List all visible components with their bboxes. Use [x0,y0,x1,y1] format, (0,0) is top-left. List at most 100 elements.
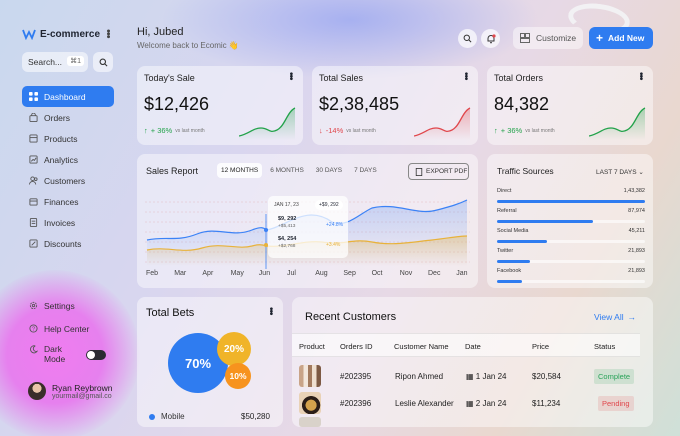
svg-text:?: ? [32,327,35,333]
sidebar-item-customers[interactable]: Customers [22,170,114,191]
traffic-bar-track [497,280,645,283]
search-button[interactable] [93,52,113,72]
stat-change-value: + 36% [150,126,173,135]
traffic-source-name: Social Media [497,228,529,234]
sparkline-chart [589,107,646,140]
file-icon [415,167,423,176]
sidebar-item-products[interactable]: Products [22,128,114,149]
customize-button[interactable]: Customize [513,27,583,49]
x-axis-label: Jan [456,270,468,277]
tab-30-days[interactable]: 30 DAYS [315,167,343,174]
view-all-label: View All [594,312,624,322]
more-icon[interactable]: ••• [285,72,296,80]
export-label: EXPORT PDF [426,168,468,175]
sales-report-card: Sales Report 12 MONTHS 6 MONTHS 30 DAYS … [137,154,478,288]
greeting: Hi, Jubed [137,26,184,38]
tab-7-days[interactable]: 7 DAYS [354,167,377,174]
sidebar-nav: Dashboard Orders Products Analytics Cust… [22,86,114,254]
bell-icon [487,33,496,43]
sidebar-item-label: Settings [44,300,75,311]
dark-mode-text-1: Dark [44,344,62,354]
user-email: yourmail@gmail.co [52,392,112,400]
order-id: #202395 [340,372,372,381]
tab-6-months[interactable]: 6 MONTHS [270,167,304,174]
tab-12-months[interactable]: 12 MONTHS [217,163,263,178]
dark-mode-label: Dark Mode [29,344,65,364]
view-all-link[interactable]: View All → [594,312,636,322]
add-new-button[interactable]: + Add New [589,27,653,49]
col-order-id: Orders ID [340,342,373,351]
search-button-header[interactable] [458,29,477,48]
col-date: Date [465,342,481,351]
traffic-source-name: Referral [497,208,517,214]
sidebar-item-label: Products [44,133,78,144]
sidebar-item-dashboard[interactable]: Dashboard [22,86,114,107]
traffic-bar [497,260,530,263]
col-price: Price [532,342,550,351]
arrow-up-icon: ↑ [144,126,148,135]
traffic-source-value: 21,893 [628,248,645,254]
traffic-bar [497,280,523,283]
tooltip-date: JAN 17, 23 [274,202,299,208]
range-label: LAST 7 DAYS [596,169,637,176]
col-product: Product [299,342,325,351]
search-shortcut: ⌘1 [67,56,84,66]
table-row[interactable]: #202395 Ripon Ahmed ▦ 1 Jan 24 $20,584 C… [292,363,640,390]
plus-icon: + [596,31,604,45]
more-icon[interactable]: ••• [102,29,114,38]
user-profile[interactable]: Ryan Reybrown yourmail@gmail.co [28,382,112,400]
users-icon [29,176,38,185]
export-pdf-button[interactable]: EXPORT PDF [408,163,469,180]
x-axis-label: Jul [287,270,296,277]
traffic-bar [497,220,594,223]
bets-title: Total Bets [146,307,195,319]
tooltip-pct-1: +24.8% [326,222,344,228]
more-icon[interactable]: ••• [460,72,471,80]
tooltip-sub-1: +$5,413 [278,224,296,229]
status-badge: Complete [594,369,635,384]
more-icon[interactable]: ••• [265,307,276,315]
x-axis-label: Sep [343,270,356,277]
stat-title: Total Orders [494,73,544,83]
order-id: #202396 [340,399,372,408]
stat-change-value: -14% [325,126,344,135]
x-axis-label: Feb [146,270,159,277]
product-thumbnail [299,417,321,427]
notification-button[interactable] [481,29,500,48]
brand[interactable]: E-commerce [22,28,100,40]
stat-change-sub: vs last month [346,127,376,134]
sidebar-item-orders[interactable]: Orders [22,107,114,128]
traffic-sources-card: Traffic Sources LAST 7 DAYS ⌄ Direct 1,43… [487,154,653,288]
sidebar-item-finances[interactable]: Finances [22,191,114,212]
stat-card-total-sales: Total Sales ••• $2,38,485 ↓ -14% vs last… [312,66,478,145]
table-row[interactable]: #202396 Leslie Alexander ▦ 2 Jan 24 $11,… [292,390,640,417]
user-name: Ryan Reybrown [52,382,113,393]
sparkline-chart [414,107,471,140]
search-placeholder: Search... [28,57,63,67]
more-icon[interactable]: ••• [635,72,646,80]
range-dropdown[interactable]: LAST 7 DAYS ⌄ [596,168,644,176]
product-thumbnail [299,365,321,387]
sidebar-item-settings[interactable]: Settings [22,294,114,317]
traffic-bar [497,240,548,243]
traffic-source-name: Twitter [497,248,514,254]
search-input[interactable]: Search... ⌘1 [22,52,88,72]
stat-title: Today's Sale [144,73,195,83]
x-axis-label: Aug [315,270,328,277]
sparkline-chart [239,107,296,140]
x-axis-label: Mar [174,270,187,277]
customer-name: Leslie Alexander [395,399,454,408]
dark-mode-text-2: Mode [44,354,66,364]
arrow-right-icon: → [627,312,637,322]
help-icon: ? [29,324,38,333]
sidebar-item-label: Help Center [44,323,90,334]
recent-customers-card: Recent Customers View All → Product Orde… [292,297,653,427]
stat-value: 84,382 [494,94,550,114]
status-badge: Pending [598,396,634,411]
sidebar-item-discounts[interactable]: Discounts [22,233,114,254]
sidebar-item-invoices[interactable]: Invoices [22,212,114,233]
sidebar-item-analytics[interactable]: Analytics [22,149,114,170]
recent-customers-title: Recent Customers [305,311,397,323]
sidebar-item-help-center[interactable]: ? Help Center [22,317,114,340]
dark-mode-toggle[interactable] [86,350,106,360]
